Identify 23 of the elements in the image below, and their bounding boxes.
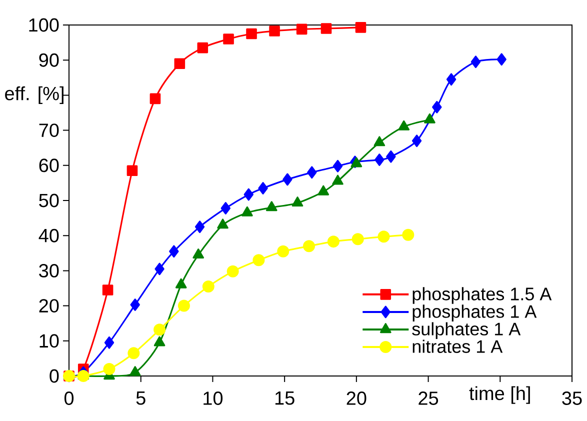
- legend-label: phosphates 1 A: [412, 304, 537, 322]
- x-tick-label: 25: [418, 392, 438, 405]
- x-tick-label: 35: [562, 392, 582, 405]
- y-tick-label: 10: [40, 334, 59, 348]
- y-tick-label: 70: [39, 124, 59, 138]
- y-axis-title: eff. [%]: [5, 86, 64, 104]
- x-tick-label: 5: [136, 392, 146, 405]
- y-tick-label: 100: [29, 18, 59, 32]
- x-tick-label: 10: [204, 392, 223, 405]
- x-tick-label: 0: [64, 392, 74, 405]
- legend-label: nitrates 1 A: [412, 340, 503, 353]
- x-tick-label: 20: [346, 392, 366, 405]
- x-tick-label: 15: [275, 392, 294, 405]
- y-tick-label: 50: [39, 194, 59, 208]
- y-tick-label: 20: [39, 299, 59, 313]
- x-axis-title: time [h]: [469, 386, 530, 404]
- legend-label: phosphates 1.5 A: [412, 287, 552, 304]
- legend-label: sulphates 1 A: [412, 322, 521, 339]
- y-tick-label: 0: [50, 369, 59, 383]
- y-tick-label: 40: [38, 228, 59, 242]
- y-tick-label: 60: [39, 158, 59, 172]
- y-tick-label: 90: [39, 53, 59, 67]
- y-tick-label: 30: [39, 264, 59, 278]
